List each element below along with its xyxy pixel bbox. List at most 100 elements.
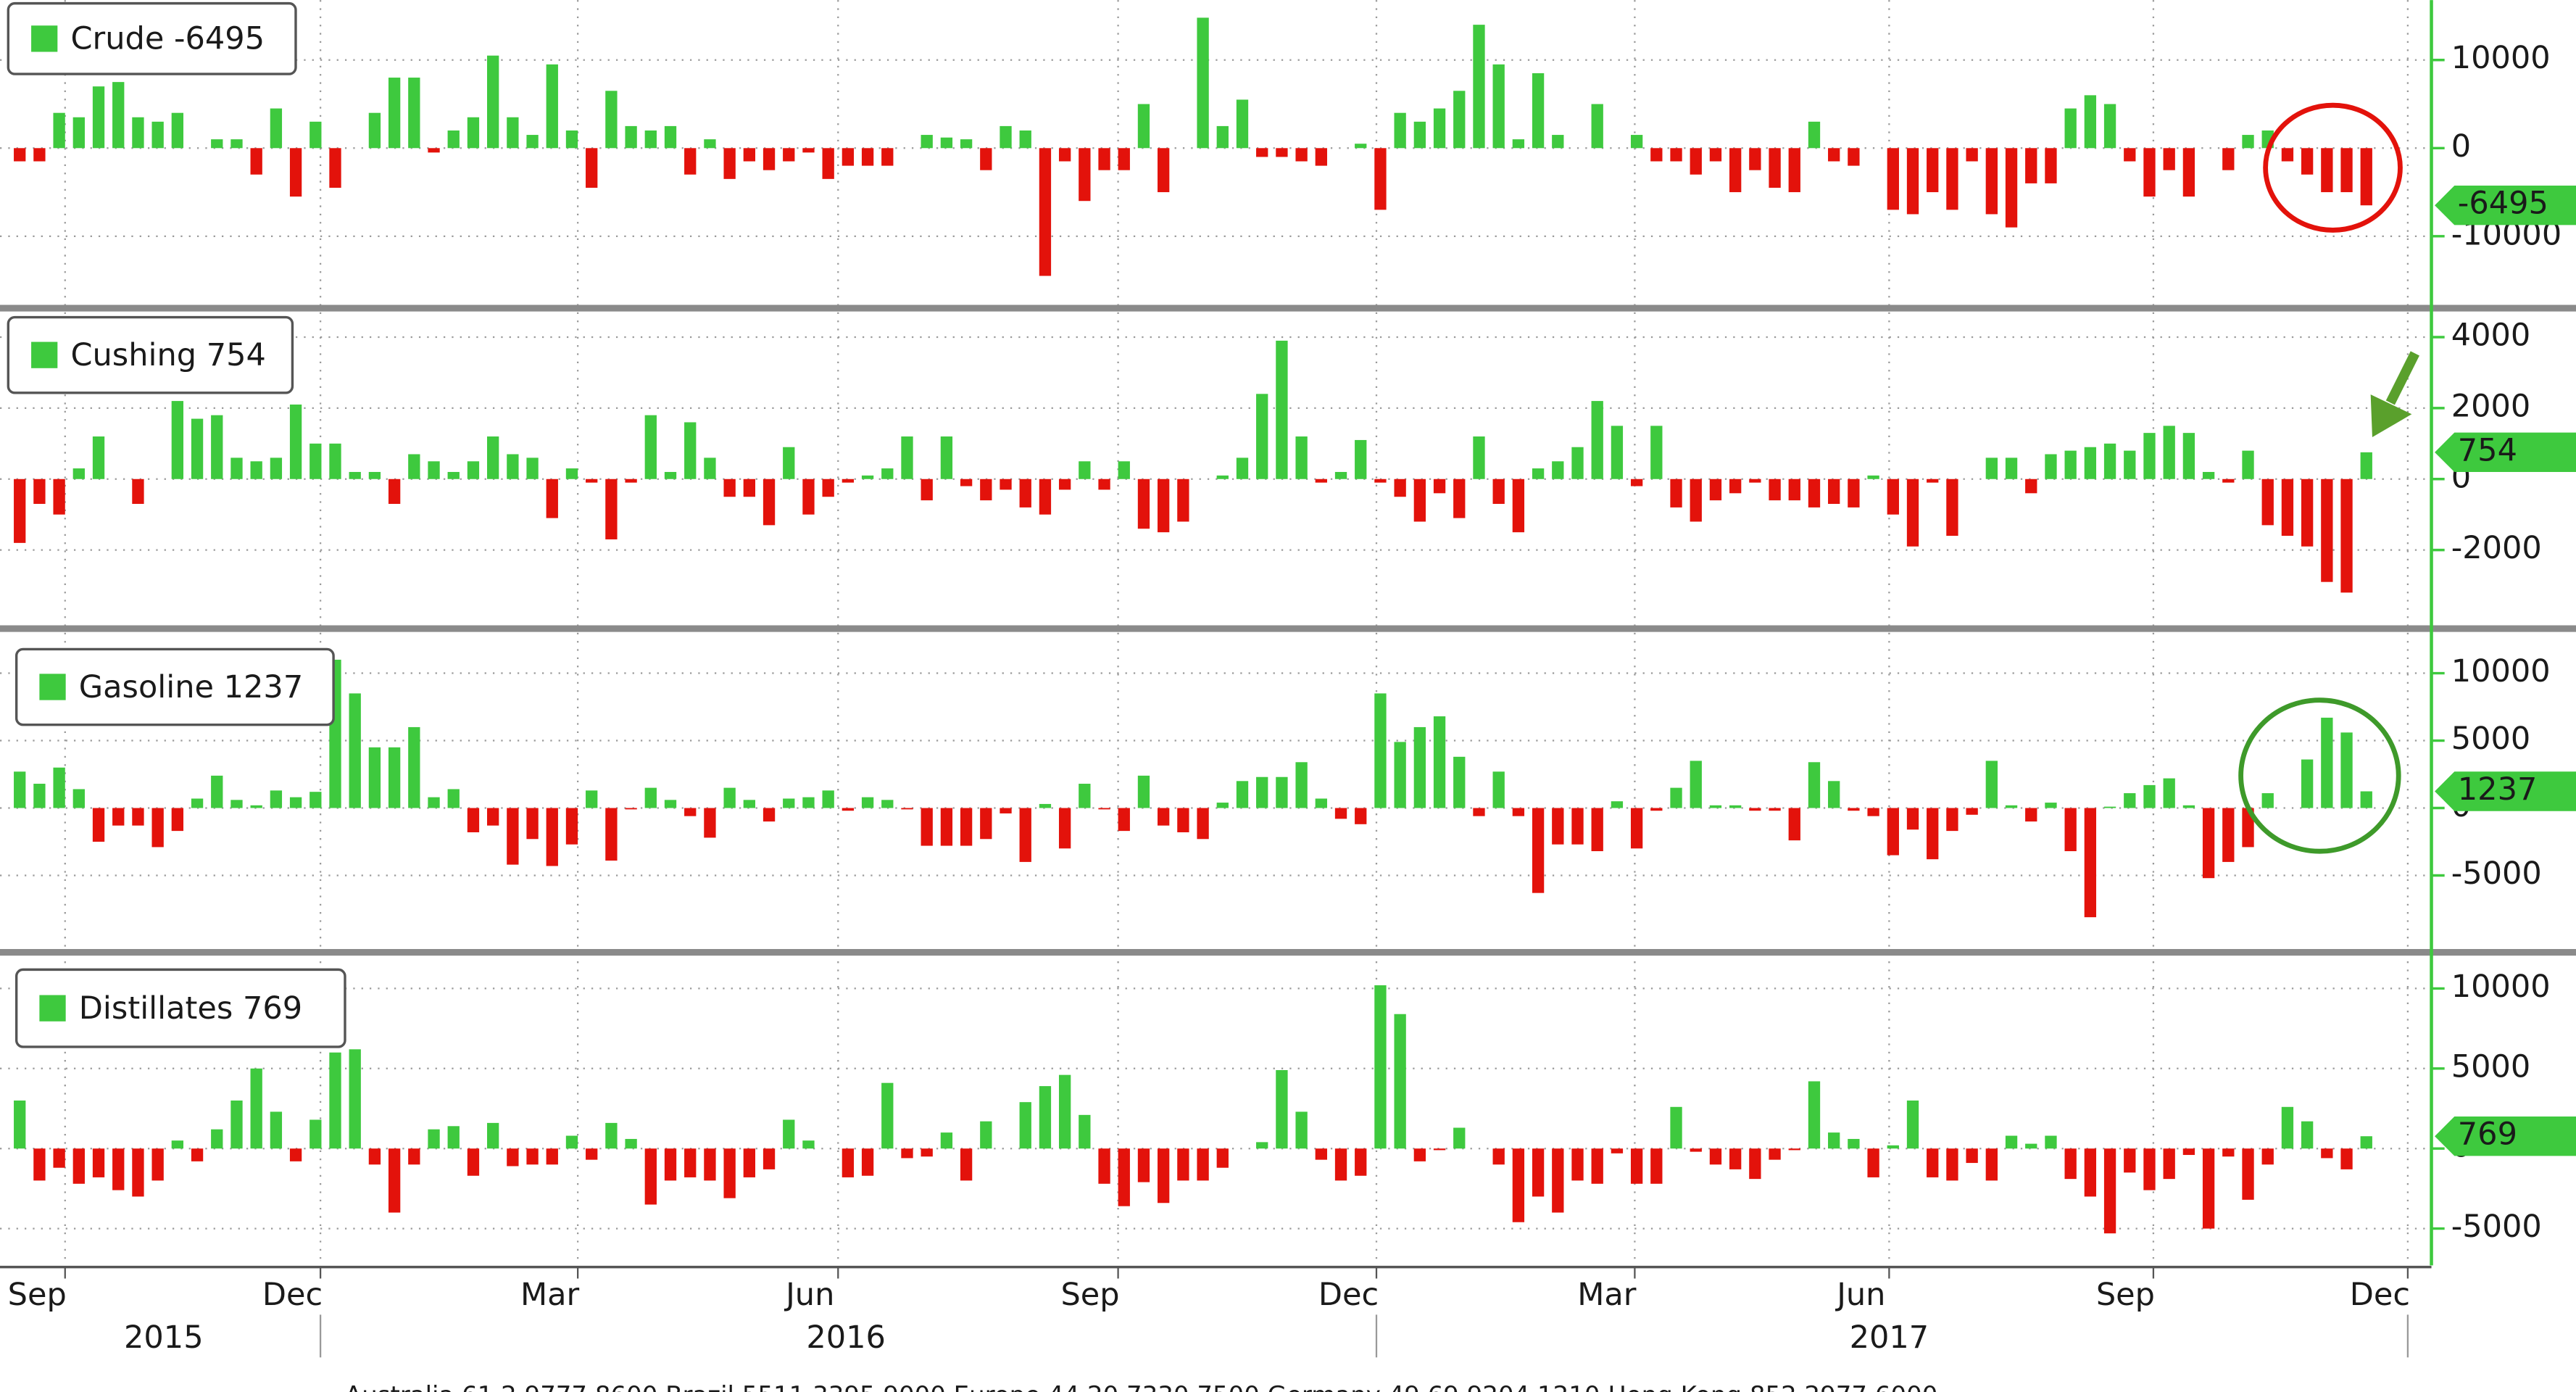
bar [1749, 478, 1761, 483]
bar [1394, 742, 1406, 808]
bar [211, 775, 223, 808]
bar [2045, 148, 2057, 183]
bar [763, 808, 776, 822]
bar [408, 726, 420, 808]
bar [1946, 808, 1958, 832]
bar [1413, 726, 1426, 808]
bar [486, 436, 499, 479]
bar [1433, 478, 1446, 494]
bar [1985, 761, 1998, 808]
bar [842, 478, 855, 483]
bar [250, 1068, 262, 1149]
bar [1039, 1086, 1052, 1149]
bar [1552, 1148, 1564, 1213]
legend-label: Cushing 754 [70, 336, 265, 373]
bar [526, 457, 539, 479]
bar [53, 112, 65, 149]
bar [2143, 148, 2156, 197]
year-label: 2017 [1850, 1320, 1929, 1356]
value-tag [2435, 771, 2576, 811]
bar [1769, 1148, 1781, 1160]
bar [1867, 1148, 1879, 1177]
bar [428, 461, 440, 479]
bar [881, 800, 894, 808]
x-tick-label: Dec [1318, 1277, 1379, 1313]
bar [2025, 808, 2037, 822]
bar [802, 478, 815, 515]
bar [586, 1148, 598, 1160]
bar [14, 148, 26, 162]
legend-box [7, 1, 297, 75]
bar [2124, 793, 2136, 808]
bar [1236, 781, 1249, 808]
bar [684, 1148, 697, 1177]
bar [1079, 1114, 1091, 1149]
bar [980, 1121, 992, 1149]
bar [2242, 135, 2254, 149]
x-tick-label: Mar [520, 1277, 580, 1313]
legend-value: 754 [207, 336, 266, 373]
bar [625, 125, 637, 149]
bar [1828, 781, 1840, 808]
bar [33, 784, 46, 808]
bar [2360, 1136, 2372, 1149]
bar [132, 1148, 144, 1197]
bar [1256, 148, 1268, 157]
bar [881, 148, 894, 166]
bar [1788, 1148, 1800, 1151]
bar [230, 457, 243, 479]
bar [2281, 478, 2294, 536]
bar [921, 478, 933, 501]
y-tick-label: 4000 [2451, 318, 2531, 354]
bar [644, 1148, 657, 1205]
bar [763, 148, 776, 170]
bar [2222, 478, 2235, 483]
bar [250, 805, 262, 808]
bar [605, 808, 618, 861]
bar [605, 478, 618, 539]
bar [763, 1148, 776, 1169]
bar [1670, 148, 1682, 162]
bar [1158, 478, 1170, 533]
bar [467, 117, 480, 149]
bar [211, 1129, 223, 1149]
bar [625, 1138, 637, 1149]
bar [1039, 478, 1052, 515]
bar [1315, 1148, 1327, 1160]
bar [2301, 148, 2314, 175]
bar [1591, 401, 1603, 479]
bar [704, 808, 716, 838]
bar [625, 808, 637, 810]
bar [1473, 436, 1485, 479]
bar [1453, 1127, 1466, 1149]
bar [1709, 1148, 1722, 1165]
bar [861, 148, 874, 166]
bar [1216, 1148, 1229, 1168]
bar [388, 747, 401, 808]
bar [92, 86, 105, 149]
bar [1177, 808, 1189, 832]
bar [507, 454, 519, 479]
bar [802, 797, 815, 808]
value-tag-label: -6495 [2458, 186, 2548, 222]
bar [2143, 784, 2156, 808]
bar [1512, 808, 1525, 816]
bar [1118, 808, 1130, 832]
bar [842, 808, 855, 811]
bar [1137, 775, 1150, 808]
bar [565, 1135, 578, 1149]
bar [1453, 478, 1466, 518]
bar [2242, 808, 2254, 848]
bar [664, 471, 677, 479]
bar [1039, 803, 1052, 808]
bar [546, 808, 558, 866]
y-tick-label: -5000 [2451, 856, 2542, 892]
bar [447, 130, 460, 149]
bar [1769, 478, 1781, 501]
bar [1019, 1102, 1031, 1149]
bar [486, 55, 499, 149]
bar [1295, 1111, 1308, 1149]
bar [644, 130, 657, 149]
